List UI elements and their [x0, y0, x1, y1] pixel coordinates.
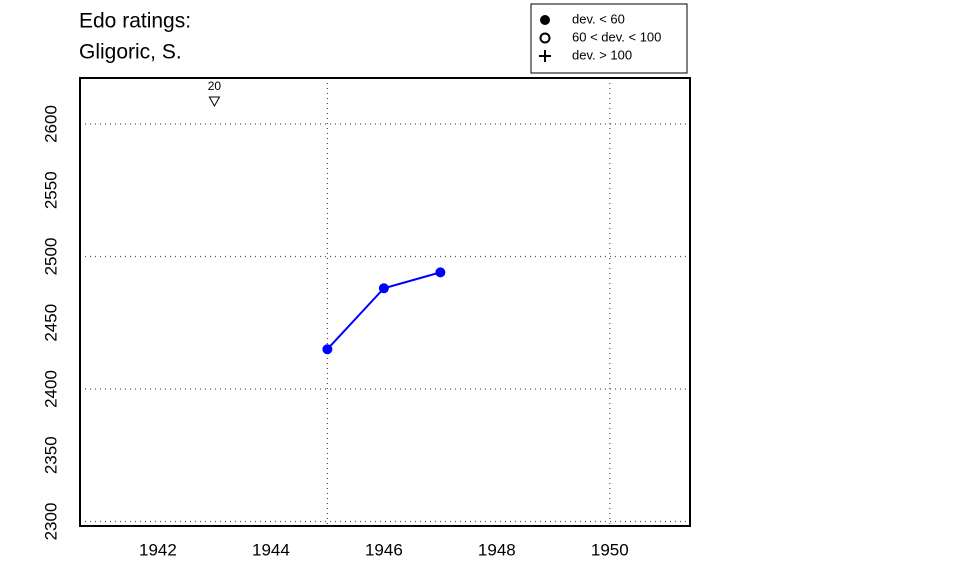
x-tick-label: 1944: [252, 540, 290, 559]
legend-marker: [539, 32, 551, 44]
legend-label: dev. < 60: [572, 11, 625, 26]
y-tick-label: 2600: [41, 105, 60, 143]
annotation-label: 20: [208, 79, 222, 93]
chart-subtitle: Gligoric, S.: [79, 41, 182, 64]
legend-marker: [539, 50, 551, 62]
legend-box: [530, 3, 688, 74]
point: [435, 267, 446, 278]
y-tick-label: 2300: [41, 503, 60, 541]
y-tick-label: 2400: [41, 370, 60, 408]
y-tick-label: 2500: [41, 238, 60, 276]
y-tick-label: 2350: [41, 436, 60, 474]
legend-label: dev. > 100: [572, 47, 632, 62]
y-tick-label: 2450: [41, 304, 60, 342]
y-tick-label: 2550: [41, 171, 60, 209]
x-tick-label: 1946: [365, 540, 403, 559]
point: [378, 283, 389, 294]
legend-marker: [540, 15, 550, 25]
point: [322, 344, 333, 355]
chart-title: Edo ratings:: [79, 10, 191, 33]
x-tick-label: 1948: [478, 540, 516, 559]
x-tick-label: 1950: [591, 540, 629, 559]
plot-frame: [79, 77, 691, 527]
legend-label: 60 < dev. < 100: [572, 29, 661, 44]
annotation-marker: [208, 96, 221, 108]
x-tick-label: 1942: [139, 540, 177, 559]
